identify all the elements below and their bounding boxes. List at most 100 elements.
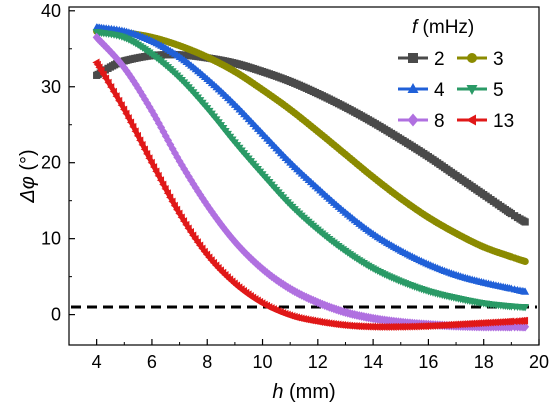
series-3 [93,27,529,266]
series-4 [92,23,530,295]
data-point [97,37,106,48]
legend-marker [467,53,477,63]
data-point [129,76,138,86]
data-point [219,222,228,233]
data-point [161,184,169,193]
data-point [115,96,123,105]
data-point [210,210,219,220]
y-axis-ticks: 0 10 20 30 40 [41,1,75,325]
series-13 [92,58,529,331]
data-point [163,189,171,198]
data-point [166,139,175,150]
data-point [99,70,107,79]
data-point [172,205,181,214]
data-point [140,145,148,154]
data-point [521,257,529,266]
data-point [143,98,152,108]
x-tick-label: 6 [147,352,157,372]
legend-label: 8 [434,111,445,132]
y-tick-label: 30 [41,77,61,97]
x-tick-label: 20 [529,352,549,372]
data-point [117,101,125,110]
data-point [112,92,120,101]
data-point [212,213,221,223]
y-tick-label: 40 [41,1,61,21]
data-point [182,168,191,178]
data-point [156,176,165,185]
x-axis-label: h (mm) [272,381,335,403]
y-tick-label: 0 [51,305,61,325]
x-tick-label: 14 [363,352,383,372]
legend: f (mHz) 2 3 4 5 8 13 [398,17,514,132]
legend-marker [466,85,478,95]
data-point [102,42,111,52]
data-point [131,79,140,90]
legend-entry-3: 3 [457,49,504,70]
x-tick-label: 4 [92,352,102,372]
data-point [159,180,167,189]
data-point [154,171,162,180]
data-point [166,193,174,202]
legend-marker [407,83,419,93]
series-line-2 [95,52,527,225]
data-point [149,163,158,172]
data-point [249,256,258,266]
series-line-4 [95,25,527,295]
data-point [520,316,529,325]
data-point [177,160,186,170]
data-point [168,197,176,206]
series-layer [92,23,530,332]
data-point [157,122,166,133]
legend-marker [466,114,476,126]
legend-label: 4 [434,80,445,101]
series-line-13 [94,61,527,330]
data-point [168,144,177,154]
y-axis-label: Δφ (°) [17,149,39,203]
data-point [205,203,214,214]
data-point [203,200,212,210]
legend-label: 5 [493,80,504,101]
data-point [242,249,251,259]
data-point [129,122,137,131]
legend-entry-4: 4 [398,80,445,101]
data-point [127,72,136,83]
data-point [179,217,188,226]
legend-entry-5: 5 [457,80,504,101]
data-point [145,102,154,112]
data-point [101,74,110,83]
data-point [122,66,131,76]
x-tick-label: 10 [253,352,273,372]
data-point [214,216,223,227]
x-tick-label: 12 [308,352,328,372]
x-tick-label: 16 [418,352,438,372]
data-point [175,209,183,218]
data-point [251,258,260,268]
legend-title: f (mHz) [412,17,474,38]
data-point [147,158,155,167]
data-point [224,228,232,239]
legend-marker [407,113,419,127]
data-point [133,131,141,140]
data-point [122,109,130,118]
data-point [154,118,163,128]
legend-label: 2 [434,49,445,70]
data-point [126,118,135,127]
data-point [141,94,149,105]
data-point [196,190,205,200]
series-2 [93,51,529,226]
legend-entry-13: 13 [457,111,514,132]
data-point [191,183,200,193]
data-point [119,105,128,114]
data-point [177,213,185,222]
legend-entry-8: 8 [398,111,445,132]
data-point [521,322,530,332]
data-point [136,136,144,145]
legend-entries: 2 3 4 5 8 13 [398,49,514,132]
data-point [187,175,196,186]
data-point [104,78,112,87]
data-point [136,87,145,97]
data-point [124,114,132,123]
x-tick-label: 8 [202,352,212,372]
data-point [152,167,160,176]
